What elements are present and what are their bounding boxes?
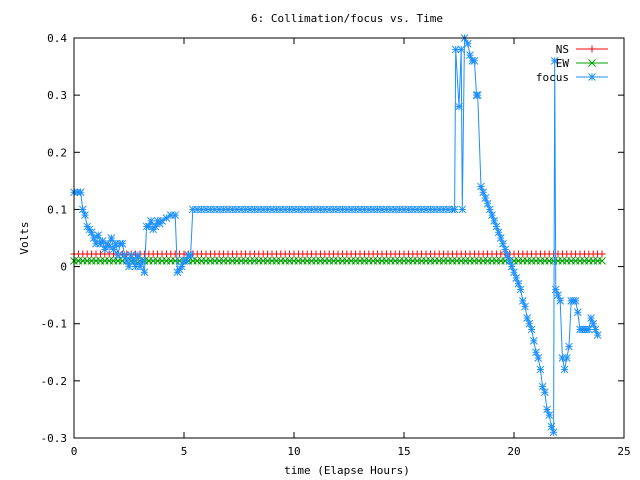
- legend-marker-EW: [588, 59, 596, 67]
- data-point: [550, 57, 559, 65]
- data-point: [120, 251, 129, 259]
- plot-frame: [73, 37, 625, 439]
- y-tick-label: -0.1: [41, 318, 68, 331]
- data-point: [147, 217, 155, 225]
- y-axis-label: Volts: [18, 221, 31, 254]
- x-tick-label: 20: [507, 445, 520, 458]
- data-point: [105, 242, 114, 251]
- data-point: [158, 217, 166, 225]
- data-point: [118, 239, 127, 248]
- data-point: [534, 354, 543, 362]
- data-point: [529, 337, 538, 345]
- data-point: [521, 302, 529, 311]
- x-tick-label: 10: [287, 445, 300, 458]
- data-point: [81, 211, 89, 219]
- x-tick-label: 25: [617, 445, 630, 458]
- data-point: [560, 365, 569, 374]
- data-point: [140, 268, 149, 277]
- data-point: [455, 102, 463, 111]
- x-axis-label: time (Elapse Hours): [284, 464, 410, 477]
- legend-label-NS: NS: [556, 43, 569, 56]
- data-point: [470, 57, 479, 65]
- y-tick-label: 0.1: [47, 203, 67, 216]
- data-point: [536, 365, 545, 374]
- x-tick-label: 0: [71, 445, 78, 458]
- y-tick-label: -0.2: [41, 375, 68, 388]
- series-NS: [70, 250, 606, 258]
- series-EW: [70, 257, 606, 265]
- data-point: [107, 234, 116, 242]
- data-point: [138, 257, 147, 265]
- series-focus: [70, 34, 602, 437]
- data-point: [516, 285, 525, 294]
- axis-ticks: 0 5 10 15 20 25 0.4 0.3 0.2 0.1 0 -0.1 -0.2 -0.3: [41, 32, 631, 458]
- x-tick-label: 15: [397, 445, 410, 458]
- data-point: [458, 205, 467, 214]
- series-line-focus: [74, 36, 599, 433]
- data-point: [549, 428, 558, 437]
- legend-label-focus: focus: [536, 71, 569, 84]
- y-tick-label: 0.4: [47, 32, 67, 45]
- data-point: [186, 251, 195, 259]
- data-point: [545, 411, 554, 419]
- data-point: [94, 231, 103, 239]
- data-point: [463, 39, 472, 48]
- data-point: [457, 45, 466, 54]
- data-point: [133, 251, 142, 259]
- data-point: [109, 245, 118, 254]
- data-point: [556, 297, 565, 305]
- data-point: [451, 45, 460, 54]
- chart-title: 6: Collimation/focus vs. Time: [251, 12, 443, 25]
- legend-marker-focus: [588, 73, 596, 81]
- data-point: [98, 237, 107, 245]
- data-point: [540, 388, 549, 397]
- y-tick-label: 0.3: [47, 89, 67, 102]
- data-point: [89, 234, 98, 242]
- data-point: [584, 325, 593, 334]
- data-point: [76, 188, 85, 197]
- data-point: [598, 257, 606, 265]
- data-point: [125, 262, 133, 271]
- data-point: [598, 250, 606, 258]
- y-tick-label: 0.2: [47, 146, 67, 159]
- x-tick-label: 5: [181, 445, 188, 458]
- data-point: [527, 325, 536, 334]
- data-point: [114, 251, 122, 259]
- data-point: [171, 211, 180, 219]
- data-point: [593, 331, 602, 339]
- data-point: [571, 297, 580, 305]
- data-point: [562, 354, 571, 362]
- data-point: [565, 342, 573, 351]
- plot-area: [70, 34, 606, 437]
- data-point: [473, 91, 482, 99]
- legend-marker-NS: [588, 45, 596, 53]
- y-tick-label: -0.3: [41, 432, 68, 445]
- y-tick-label: 0: [60, 261, 67, 274]
- data-point: [162, 214, 171, 222]
- data-point: [450, 205, 459, 214]
- legend-label-EW: EW: [556, 57, 570, 70]
- data-point: [573, 308, 582, 317]
- data-point: [510, 268, 518, 277]
